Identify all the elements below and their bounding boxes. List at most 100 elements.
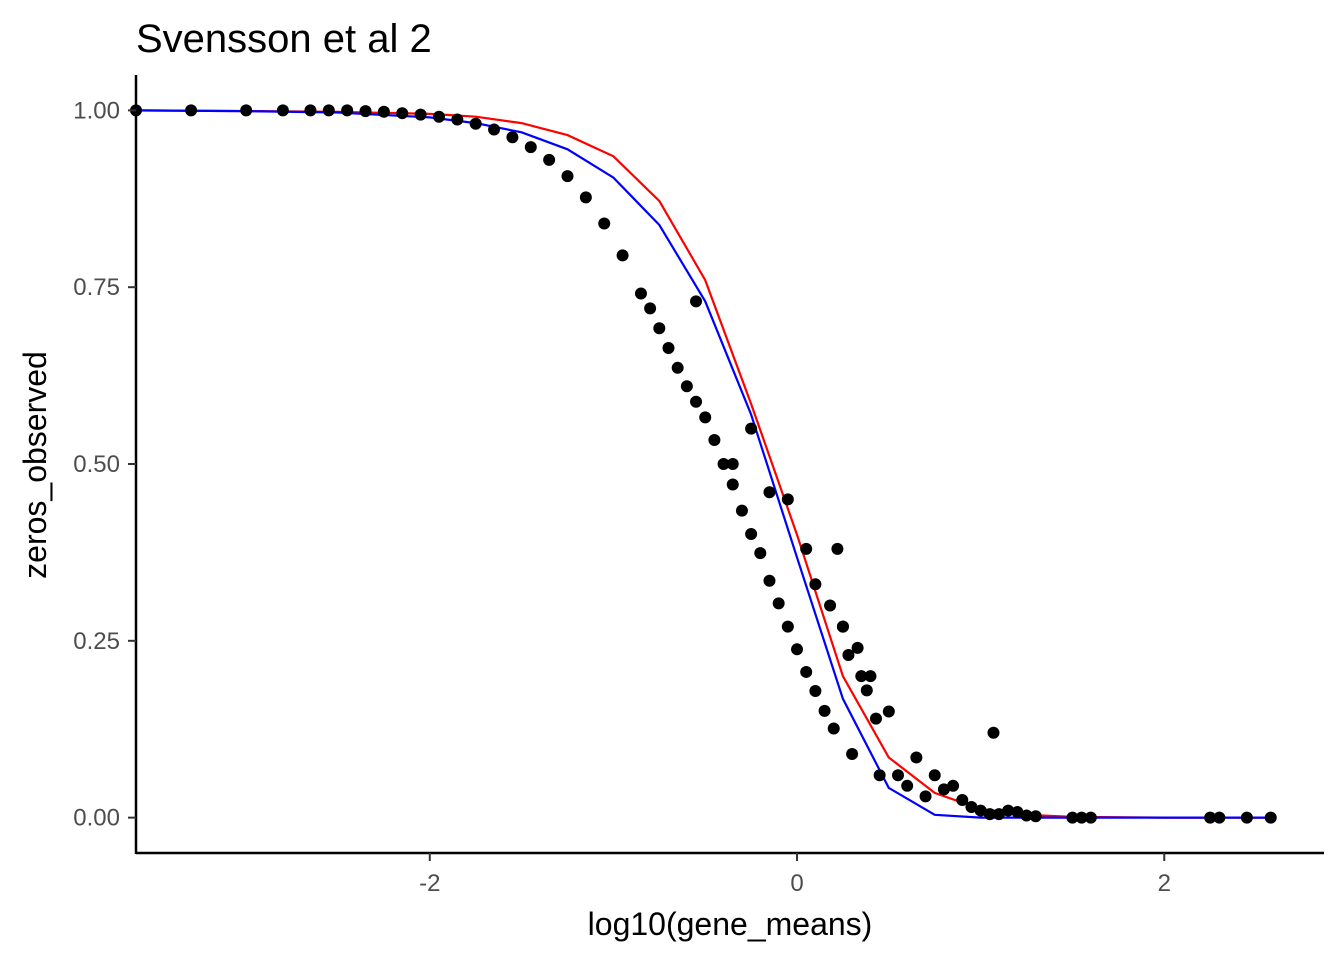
data-point (432, 110, 445, 123)
y-tick-label: 0.75 (73, 274, 120, 301)
data-point (827, 722, 840, 735)
data-point (469, 117, 482, 130)
y-tick-label: 1.00 (73, 97, 120, 124)
data-point (717, 458, 730, 470)
data-point (488, 123, 501, 136)
data-point (616, 249, 629, 262)
data-point (726, 478, 739, 491)
data-point (928, 769, 941, 782)
data-point (506, 131, 519, 144)
data-point (824, 599, 837, 612)
data-point (873, 769, 886, 782)
data-point (892, 769, 905, 782)
data-point (864, 670, 877, 683)
data-point (956, 793, 969, 806)
y-tick-label: 0.50 (73, 451, 120, 478)
data-point (842, 648, 855, 661)
y-axis-title: zeros_observed (17, 351, 53, 579)
data-point (690, 395, 703, 408)
y-tick-label: 0.25 (73, 628, 120, 655)
data-point (754, 547, 767, 560)
data-point (809, 578, 822, 591)
data-point (1213, 811, 1226, 824)
data-point (1075, 811, 1088, 824)
data-point (831, 542, 844, 555)
data-point (726, 458, 739, 470)
data-point (869, 712, 882, 725)
data-point (1204, 811, 1217, 824)
data-point (699, 411, 712, 424)
data-point (818, 704, 831, 717)
data-point (781, 620, 794, 633)
plot-panel (130, 104, 1277, 824)
data-point (322, 104, 335, 117)
data-point (846, 747, 859, 760)
data-point (937, 783, 950, 796)
data-point (781, 493, 794, 506)
data-point (662, 342, 675, 355)
x-tick-label: 2 (1158, 870, 1171, 897)
data-point (947, 779, 960, 792)
data-point (708, 433, 721, 446)
data-point (396, 107, 409, 120)
fit-line (135, 109, 1271, 819)
data-point (341, 104, 354, 117)
data-point (800, 542, 813, 555)
data-point (987, 726, 1000, 739)
x-tick-label: 0 (790, 870, 803, 897)
data-point (1084, 811, 1097, 824)
data-point (809, 685, 822, 698)
data-point (745, 422, 758, 435)
x-axis-title: log10(gene_means) (588, 906, 873, 942)
data-point (851, 641, 864, 654)
data-point (524, 141, 537, 154)
x-tick-label: -2 (419, 870, 440, 897)
data-point (543, 153, 556, 166)
data-point (763, 574, 776, 587)
data-point (974, 804, 987, 817)
data-point (745, 528, 758, 541)
data-point (800, 665, 813, 678)
data-point (359, 105, 372, 118)
data-point (860, 684, 873, 697)
data-point (855, 670, 868, 683)
data-point (836, 620, 849, 633)
data-point (644, 302, 657, 315)
data-point (240, 104, 253, 117)
y-axis-ticks: 0.00 0.25 0.50 0.75 1.00 (73, 97, 136, 832)
data-point (772, 597, 785, 610)
data-point (1264, 811, 1277, 824)
data-point (377, 105, 390, 118)
data-point (304, 104, 317, 117)
data-point (901, 779, 914, 792)
data-point (1011, 805, 1024, 818)
data-point (653, 322, 666, 335)
data-point (910, 751, 923, 764)
fit-lines (135, 109, 1271, 819)
data-point (1240, 811, 1253, 824)
data-point (965, 801, 978, 814)
data-point (671, 361, 684, 374)
data-point (1002, 804, 1015, 817)
data-point (1029, 810, 1042, 823)
data-point (763, 486, 776, 499)
data-point (634, 287, 647, 300)
data-point (598, 217, 611, 230)
data-point (561, 170, 574, 183)
y-tick-label: 0.00 (73, 805, 120, 832)
data-point (1020, 809, 1033, 822)
data-point (791, 643, 804, 656)
data-point (983, 808, 996, 821)
data-point (882, 705, 895, 718)
data-point (579, 191, 592, 204)
data-point (1066, 811, 1079, 824)
data-point (735, 504, 748, 517)
data-point (680, 380, 693, 393)
data-point (992, 808, 1005, 821)
x-axis-ticks: -2 0 2 (419, 853, 1171, 897)
chart-title: Svensson et al 2 (136, 17, 432, 61)
data-point (919, 790, 932, 803)
data-point (451, 113, 464, 126)
data-point (414, 108, 427, 121)
data-point (185, 104, 198, 117)
